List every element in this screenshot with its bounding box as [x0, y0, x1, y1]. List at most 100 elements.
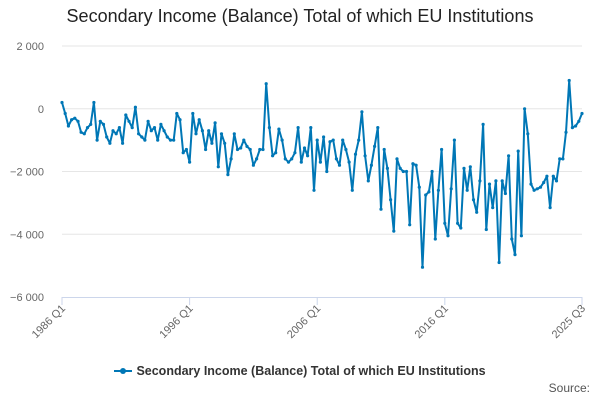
data-point: [172, 138, 176, 142]
data-point: [487, 182, 492, 186]
legend-marker-icon: [114, 365, 133, 377]
data-point: [143, 138, 147, 142]
data-point: [114, 132, 118, 136]
x-axis-labels: 1986 Q1 1996 Q1 2006 Q1 2016 Q1 2025 Q3: [30, 303, 588, 341]
data-point: [178, 118, 182, 122]
data-point: [411, 162, 415, 166]
data-point: [306, 154, 310, 158]
data-point: [89, 122, 93, 126]
data-point: [175, 111, 179, 116]
data-point: [526, 132, 530, 136]
data-point: [200, 129, 204, 133]
data-point: [510, 237, 514, 241]
data-point: [554, 179, 559, 183]
data-point: [424, 193, 428, 197]
data-point: [248, 147, 252, 152]
data-point: [127, 119, 131, 123]
data-point: [210, 141, 214, 145]
data-point: [105, 135, 109, 139]
data-point: [513, 253, 517, 257]
data-point: [204, 147, 208, 152]
data-point: [462, 166, 466, 170]
data-point: [373, 144, 377, 148]
data-point: [417, 185, 421, 189]
legend-label: Secondary Income (Balance) Total of whic…: [136, 364, 486, 378]
y-tick-label: −2 000: [10, 167, 44, 179]
data-point: [140, 135, 144, 139]
data-point: [296, 126, 300, 130]
data-point: [325, 169, 329, 174]
series-group: [60, 78, 584, 269]
x-tick-label: 2016 Q1: [413, 303, 451, 341]
data-point: [475, 210, 479, 214]
data-point: [580, 111, 584, 116]
data-point: [318, 160, 322, 164]
data-point: [398, 166, 402, 170]
data-point: [353, 152, 358, 156]
data-point: [529, 182, 533, 186]
data-point: [341, 138, 345, 142]
y-axis-labels: 2 000 0 −2 000 −4 000 −6 000: [10, 41, 44, 304]
data-point: [219, 132, 224, 136]
data-point: [315, 138, 319, 142]
data-point: [551, 174, 555, 178]
data-point: [570, 126, 575, 130]
data-point: [302, 146, 307, 150]
data-point: [60, 100, 64, 105]
data-point: [532, 188, 536, 192]
data-point: [165, 135, 169, 139]
data-point: [433, 237, 437, 241]
data-point: [443, 221, 447, 225]
data-point: [63, 111, 67, 116]
data-point: [159, 122, 163, 126]
data-point: [369, 163, 373, 167]
data-point: [312, 188, 316, 192]
data-point: [98, 119, 102, 123]
data-point: [468, 165, 472, 169]
data-point: [577, 119, 581, 123]
data-point: [357, 138, 361, 142]
data-point: [130, 126, 134, 130]
data-point: [108, 141, 112, 145]
data-point: [92, 100, 96, 105]
data-point: [239, 146, 243, 150]
data-point: [331, 138, 335, 142]
data-point: [162, 129, 166, 133]
data-point: [471, 198, 476, 202]
data-point: [558, 157, 562, 161]
data-point: [242, 138, 246, 142]
legend[interactable]: Secondary Income (Balance) Total of whic…: [0, 364, 600, 378]
data-point: [229, 157, 233, 161]
data-point: [430, 169, 434, 174]
data-point: [478, 179, 482, 183]
data-point: [516, 149, 520, 153]
data-point: [286, 160, 291, 164]
data-point: [309, 126, 313, 130]
data-point: [385, 166, 389, 170]
data-point: [491, 206, 495, 210]
data-point: [73, 116, 77, 120]
data-point: [322, 135, 326, 139]
x-tick-label: 2006 Q1: [285, 303, 323, 341]
data-point: [484, 227, 488, 232]
credits-source[interactable]: Source:: [548, 381, 590, 395]
data-point: [376, 126, 380, 130]
data-point: [226, 173, 230, 177]
data-point: [449, 187, 453, 191]
data-point: [223, 141, 227, 145]
data-point: [101, 122, 106, 126]
data-point: [76, 119, 80, 123]
data-point: [414, 163, 418, 167]
data-point: [82, 132, 86, 136]
data-point: [360, 110, 364, 114]
data-point: [258, 147, 262, 152]
data-point: [194, 132, 198, 136]
data-point: [137, 132, 141, 136]
data-point: [389, 198, 393, 202]
data-point: [290, 157, 294, 161]
x-tick-label: 1986 Q1: [30, 303, 68, 341]
data-point: [85, 126, 90, 130]
data-point: [168, 138, 173, 142]
data-point: [574, 124, 578, 128]
data-point: [299, 160, 303, 164]
